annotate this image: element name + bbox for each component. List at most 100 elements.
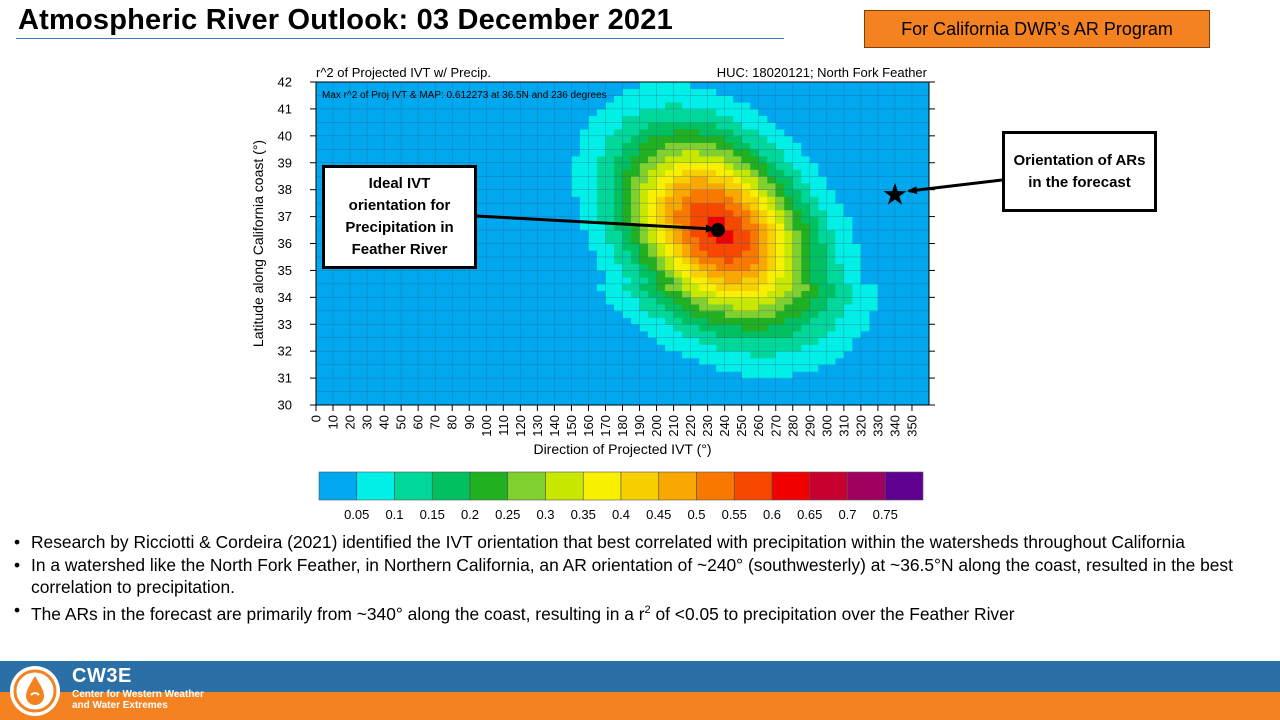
heat-cell <box>852 283 862 292</box>
heat-cell <box>869 223 879 231</box>
colorbar-label: 0.1 <box>385 507 403 522</box>
heat-cell <box>826 351 836 359</box>
heat-cell <box>801 162 811 170</box>
heat-cell <box>333 344 342 352</box>
heat-cell <box>350 277 359 285</box>
heat-cell <box>818 337 828 345</box>
heat-cell <box>426 384 436 392</box>
heat-cell <box>350 149 359 157</box>
heat-cell <box>409 95 419 103</box>
heat-cell <box>886 243 896 251</box>
heat-cell <box>767 102 777 110</box>
heat-cell <box>375 283 385 292</box>
heat-cell <box>613 243 623 251</box>
heat-cell <box>350 344 359 352</box>
heat-cell <box>477 162 487 170</box>
heat-cell <box>894 115 904 123</box>
heat-cell <box>767 310 777 318</box>
heat-cell <box>818 156 828 164</box>
heat-cell <box>826 216 836 224</box>
colorbar-label: 0.3 <box>536 507 554 522</box>
heat-cell <box>818 223 828 231</box>
heat-cell <box>758 230 768 238</box>
heat-cell <box>826 297 836 305</box>
heat-cell <box>503 236 513 244</box>
heat-cell <box>843 88 853 96</box>
heat-cell <box>631 162 640 170</box>
heat-cell <box>818 216 828 224</box>
heat-cell <box>443 391 453 399</box>
heat-cell <box>784 398 794 406</box>
heat-cell <box>682 108 692 117</box>
heat-cell <box>656 256 666 265</box>
heat-cell <box>596 378 606 386</box>
heat-cell <box>401 357 411 366</box>
heat-cell <box>316 182 325 191</box>
heat-cell <box>911 162 921 170</box>
heat-cell <box>469 310 479 318</box>
heat-cell <box>792 384 802 392</box>
heat-cell <box>350 95 359 103</box>
heat-cell <box>843 317 853 325</box>
heat-cell <box>426 398 436 406</box>
heat-cell <box>511 371 521 379</box>
heat-cell <box>835 371 845 379</box>
heat-cell <box>911 95 921 103</box>
heat-cell <box>886 149 896 157</box>
heat-cell <box>562 176 572 184</box>
heat-cell <box>375 88 385 96</box>
heat-cell <box>588 189 598 197</box>
heat-cell <box>358 324 368 332</box>
heat-cell <box>384 330 394 339</box>
heat-cell <box>579 384 589 392</box>
heat-cell <box>869 297 879 305</box>
heat-cell <box>452 122 462 130</box>
heat-cell <box>826 290 836 298</box>
heat-cell <box>639 122 649 130</box>
heat-cell <box>894 324 904 332</box>
heat-cell <box>809 149 819 157</box>
heat-cell <box>579 156 589 164</box>
heat-cell <box>682 122 692 130</box>
heat-cell <box>341 122 351 130</box>
heat-cell <box>486 351 496 359</box>
colorbar-swatch <box>847 471 886 501</box>
heat-cell <box>843 95 853 103</box>
heat-cell <box>784 317 794 325</box>
heat-cell <box>894 142 904 150</box>
heat-cell <box>656 304 666 312</box>
heat-cell <box>716 149 726 157</box>
heat-cell <box>571 364 581 372</box>
heat-cell <box>801 351 811 359</box>
x-tick-label: 300 <box>819 415 834 437</box>
heat-cell <box>750 364 760 372</box>
heat-cell <box>809 263 819 271</box>
heat-cell <box>724 142 734 150</box>
bullet-text-3-pre: The ARs in the forecast are primarily fr… <box>31 603 645 624</box>
heat-cell <box>903 290 913 298</box>
heat-cell <box>818 82 828 90</box>
heat-cell <box>443 297 453 305</box>
heat-cell <box>741 317 751 325</box>
heat-cell <box>877 398 887 406</box>
heat-cell <box>877 344 887 352</box>
heat-cell <box>469 371 479 379</box>
heat-cell <box>673 156 683 164</box>
cw3e-logo-icon <box>10 666 60 716</box>
heat-cell <box>316 230 325 238</box>
heat-cell <box>656 398 666 406</box>
heat-cell <box>588 162 598 170</box>
heat-cell <box>767 243 777 251</box>
heat-cell <box>741 129 751 137</box>
heat-cell <box>341 290 351 298</box>
heat-cell <box>741 149 751 157</box>
heat-cell <box>554 364 564 372</box>
heat-cell <box>341 102 351 110</box>
heat-cell <box>690 297 700 305</box>
heat-cell <box>477 297 487 305</box>
heat-cell <box>869 142 879 150</box>
heat-cell <box>520 357 530 366</box>
heat-cell <box>520 230 530 238</box>
heat-cell <box>869 364 879 372</box>
heat-cell <box>358 310 368 318</box>
